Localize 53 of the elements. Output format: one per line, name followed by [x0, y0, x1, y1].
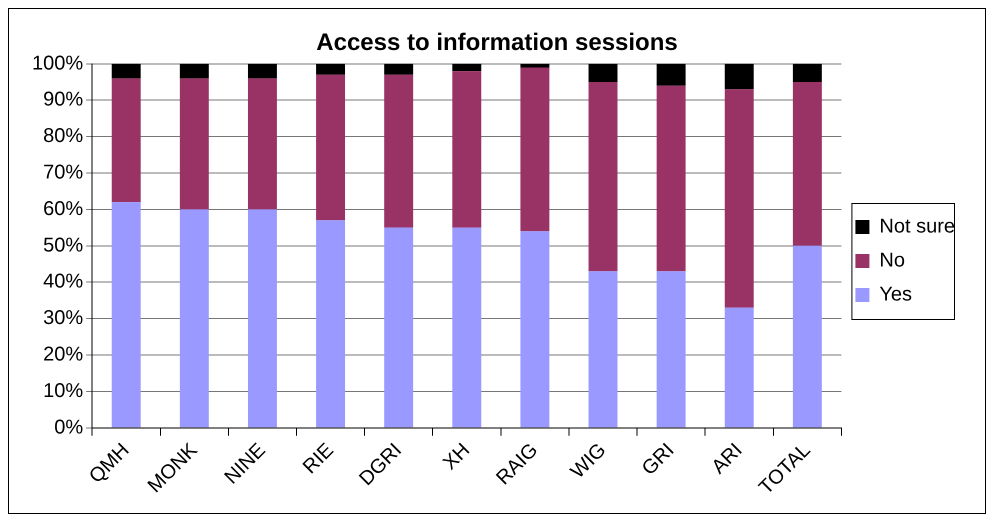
bar	[112, 202, 141, 428]
bar	[384, 74, 414, 228]
y-tick-label: 40%	[43, 270, 84, 293]
bar	[452, 228, 482, 428]
y-tick-label: 70%	[43, 162, 84, 184]
bar	[384, 228, 414, 428]
y-tick-label: 50%	[43, 234, 84, 256]
bar	[724, 308, 754, 428]
bar	[180, 78, 209, 210]
chart-title: Access to information sessions	[316, 29, 678, 56]
bar	[248, 78, 277, 210]
bar	[588, 64, 618, 82]
bar	[792, 246, 822, 428]
bar	[520, 231, 550, 428]
bar	[520, 67, 550, 232]
bar	[112, 78, 141, 202]
legend-label: Not sure	[879, 216, 956, 238]
bar	[180, 64, 209, 78]
bar	[656, 271, 686, 428]
bar	[248, 209, 277, 428]
bar	[316, 64, 346, 75]
bar	[588, 82, 618, 272]
bar	[588, 271, 618, 428]
x-tick-label: GRI	[638, 439, 679, 480]
y-tick-label: 30%	[43, 307, 84, 330]
bar	[112, 64, 141, 78]
y-tick-label: 0%	[54, 416, 84, 438]
bar	[384, 64, 414, 75]
legend-label: Yes	[879, 284, 912, 306]
bar	[248, 64, 277, 78]
bar	[792, 64, 822, 82]
bar	[316, 74, 346, 220]
y-tick-label: 10%	[43, 380, 84, 402]
bar	[792, 82, 822, 246]
bar	[316, 220, 346, 428]
bar	[724, 89, 754, 308]
bar	[724, 64, 754, 90]
y-tick-label: 60%	[43, 198, 84, 220]
y-tick-label: 100%	[32, 52, 84, 74]
bar	[656, 64, 686, 86]
legend-label: No	[879, 250, 905, 272]
x-tick-label: XH	[439, 439, 474, 474]
y-tick-label: 80%	[43, 125, 84, 148]
x-tick-label: WIG	[566, 439, 610, 483]
x-tick-label: RIE	[298, 439, 338, 478]
bar	[452, 71, 482, 228]
bar	[180, 209, 209, 428]
y-tick-label: 90%	[43, 88, 84, 111]
bar	[452, 64, 482, 72]
bar	[656, 86, 686, 272]
bar	[520, 64, 550, 68]
x-tick-label: ARI	[708, 439, 747, 478]
y-tick-label: 20%	[43, 343, 84, 366]
